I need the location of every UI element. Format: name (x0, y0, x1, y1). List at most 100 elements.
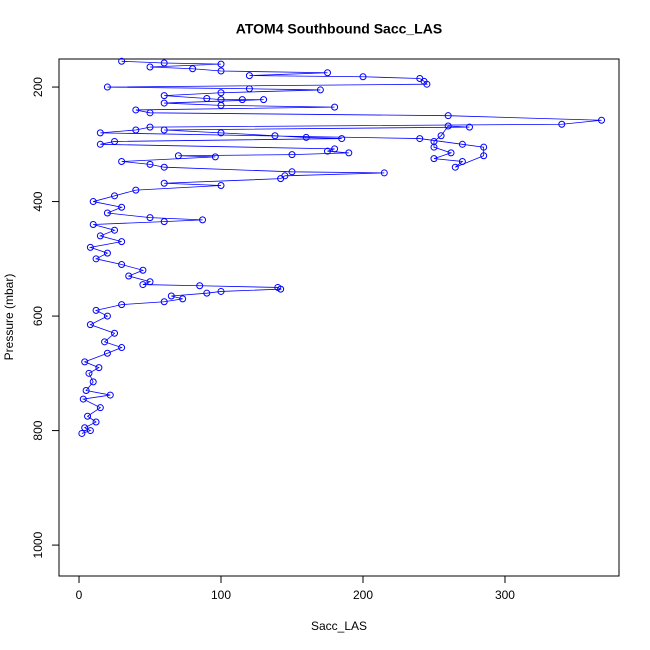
data-point (167, 292, 175, 300)
y-tick-label: 200 (31, 77, 45, 97)
data-line (81, 60, 602, 434)
data-point (118, 57, 126, 65)
data-point (146, 63, 154, 71)
data-point (82, 386, 90, 394)
data-point (331, 103, 339, 111)
data-point (480, 143, 488, 151)
data-point (139, 281, 147, 289)
data-point (89, 378, 97, 386)
data-point (146, 109, 154, 117)
data-point (132, 126, 140, 134)
plot-frame (58, 58, 620, 577)
data-point (106, 391, 114, 399)
data-point (245, 72, 253, 80)
data-point (288, 168, 296, 176)
data-point (217, 287, 225, 295)
x-tick-label: 300 (495, 588, 515, 602)
data-point (217, 89, 225, 97)
data-point (260, 96, 268, 104)
data-point (146, 278, 154, 286)
data-point (118, 344, 126, 352)
y-tick-label: 400 (31, 191, 45, 211)
data-point (146, 160, 154, 168)
data-point (146, 214, 154, 222)
data-point (125, 272, 133, 280)
data-point (338, 135, 346, 143)
data-point (118, 301, 126, 309)
data-point (196, 282, 204, 290)
data-point (274, 283, 282, 291)
data-point (174, 152, 182, 160)
data-point (430, 143, 438, 151)
data-point (139, 266, 147, 274)
data-point (118, 157, 126, 165)
data-point (444, 122, 452, 130)
data-point (111, 192, 119, 200)
data-point (199, 216, 207, 224)
data-point (217, 60, 225, 68)
x-axis-label: Sacc_LAS (311, 619, 367, 633)
data-point (331, 145, 339, 153)
data-point (146, 123, 154, 131)
data-point (458, 157, 466, 165)
data-point (444, 112, 452, 120)
data-point (558, 120, 566, 128)
data-point (217, 96, 225, 104)
data-point (598, 116, 606, 124)
y-axis-label: Pressure (mbar) (2, 274, 16, 361)
data-point (86, 243, 94, 251)
data-point (132, 106, 140, 114)
data-point (211, 153, 219, 161)
x-tick-label: 100 (211, 588, 231, 602)
data-point (103, 83, 111, 91)
data-point (160, 218, 168, 226)
data-point (132, 186, 140, 194)
data-point (437, 132, 445, 140)
y-tick-label: 600 (31, 306, 45, 326)
data-point (416, 74, 424, 82)
data-point (96, 129, 104, 137)
data-point (281, 172, 289, 180)
data-point (111, 226, 119, 234)
data-point (96, 232, 104, 240)
data-point (84, 412, 92, 420)
data-point (160, 179, 168, 187)
data-point (96, 404, 104, 412)
data-point (81, 424, 89, 432)
data-point (86, 427, 94, 435)
data-point (480, 152, 488, 160)
data-point (245, 85, 253, 93)
data-point (103, 209, 111, 217)
data-point (160, 59, 168, 67)
data-point (92, 255, 100, 263)
data-point (96, 140, 104, 148)
data-point (111, 137, 119, 145)
data-point (238, 96, 246, 104)
data-point (380, 169, 388, 177)
data-point (95, 364, 103, 372)
data-point (118, 238, 126, 246)
data-point (416, 135, 424, 143)
data-point (217, 182, 225, 190)
data-point (103, 312, 111, 320)
data-point (86, 321, 94, 329)
data-point (359, 73, 367, 81)
data-point (160, 92, 168, 100)
data-point (160, 99, 168, 107)
data-point (288, 151, 296, 159)
data-point (271, 132, 279, 140)
data-point (81, 358, 89, 366)
data-point (451, 163, 459, 171)
data-point (78, 429, 86, 437)
data-point (101, 338, 109, 346)
data-point (160, 163, 168, 171)
data-point (465, 123, 473, 131)
data-point (430, 155, 438, 163)
data-point (160, 126, 168, 134)
data-point (160, 298, 168, 306)
data-point (217, 67, 225, 75)
y-tick-label: 1000 (31, 531, 45, 558)
data-point (103, 349, 111, 357)
data-point (179, 295, 187, 303)
data-point (103, 249, 111, 257)
